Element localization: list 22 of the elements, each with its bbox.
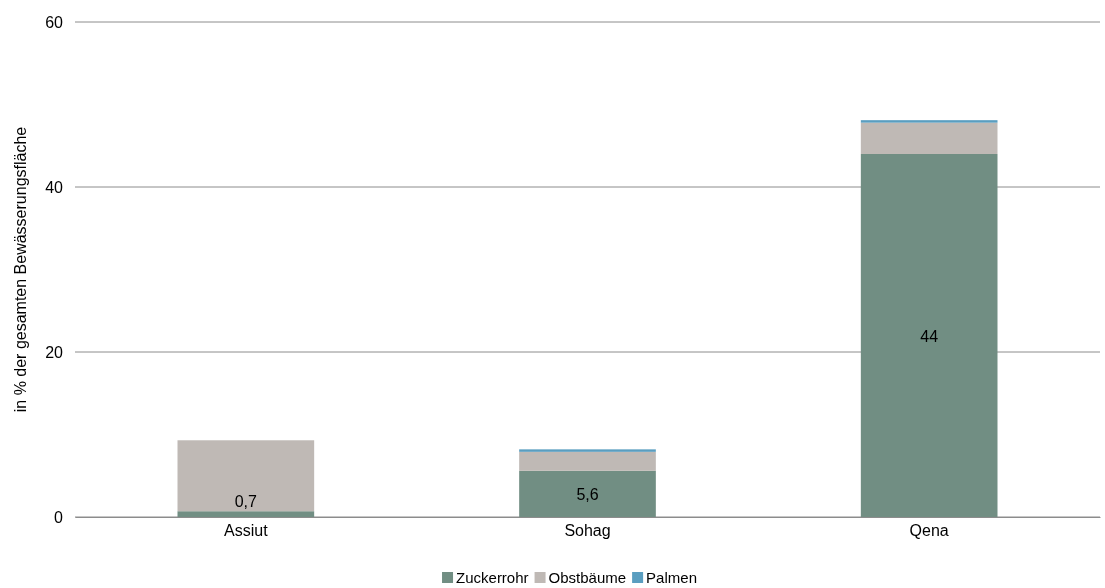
x-tick-label: Qena <box>909 522 949 540</box>
bar <box>177 440 315 512</box>
legend-label: Palmen <box>646 569 697 586</box>
x-tick-label: Sohag <box>564 522 611 540</box>
y-axis-title: in % der gesamten Bewässerungsfläche <box>12 126 29 413</box>
legend-label: Zuckerrohr <box>456 569 529 586</box>
x-tick-label: Assiut <box>224 522 269 540</box>
data-label: 0,7 <box>234 493 258 511</box>
data-label: 44 <box>920 327 939 345</box>
bar <box>519 451 656 471</box>
y-tick-label: 20 <box>45 343 64 361</box>
y-tick-label: 40 <box>45 178 64 196</box>
y-tick-label: 0 <box>54 508 64 526</box>
bar <box>860 154 998 517</box>
y-tick-label: 60 <box>45 13 64 31</box>
legend-label: Obstbäume <box>548 569 627 586</box>
data-label: 5,6 <box>576 485 599 503</box>
bar <box>519 470 656 517</box>
bar <box>177 511 315 517</box>
bar <box>860 122 998 154</box>
bar <box>860 120 998 123</box>
bar <box>519 449 656 452</box>
